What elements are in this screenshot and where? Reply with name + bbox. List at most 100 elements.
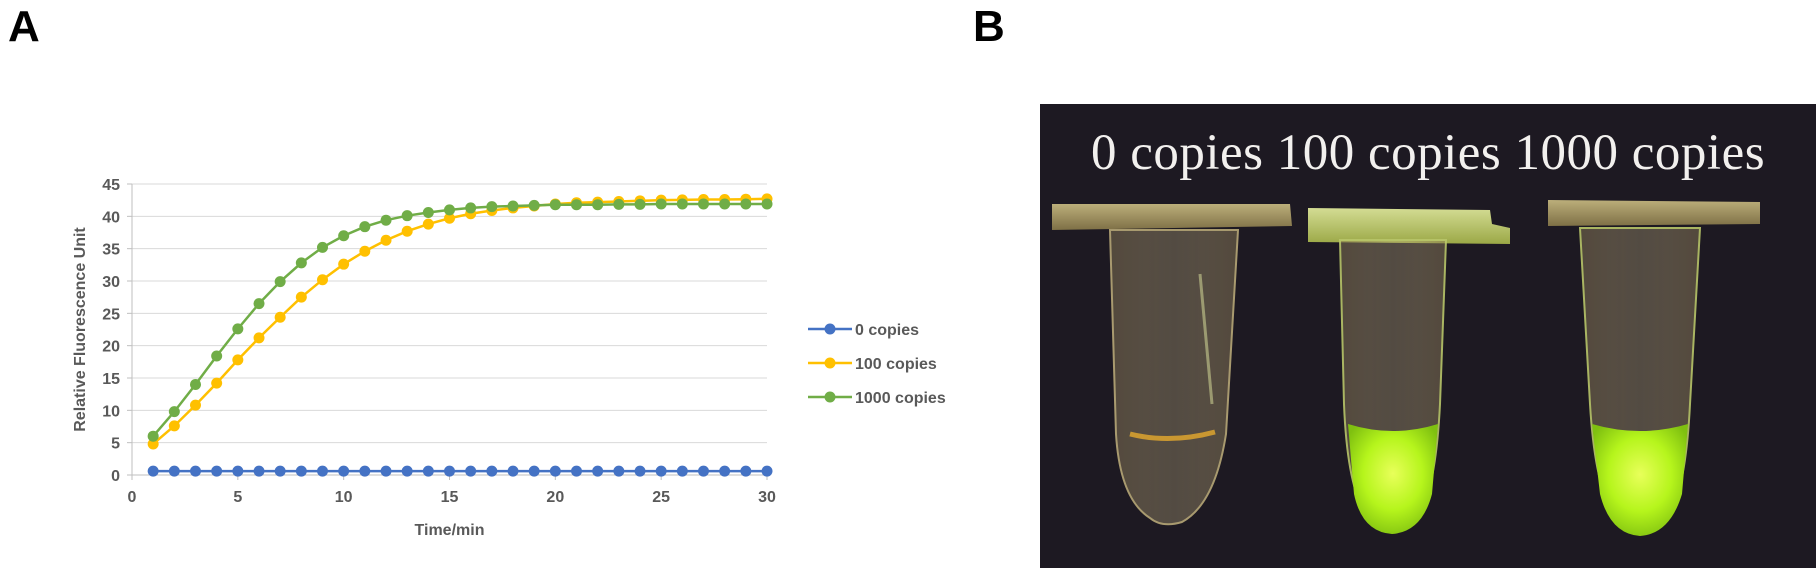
data-point xyxy=(486,201,498,213)
legend-swatch-marker xyxy=(824,357,836,369)
x-tick-label: 25 xyxy=(652,489,670,506)
data-point xyxy=(549,465,561,477)
data-point xyxy=(338,230,350,242)
data-point xyxy=(147,465,159,477)
glowing-reaction-1000 xyxy=(1592,424,1688,536)
y-tick-label: 0 xyxy=(111,468,120,485)
data-point xyxy=(634,465,646,477)
data-point xyxy=(571,199,582,211)
data-point xyxy=(444,204,455,216)
data-point xyxy=(698,465,709,477)
data-point xyxy=(211,350,223,362)
x-tick-label: 20 xyxy=(546,489,564,506)
series-line xyxy=(152,202,767,438)
data-point xyxy=(380,234,392,246)
tube-100-copies xyxy=(1308,208,1510,534)
data-point xyxy=(401,225,413,237)
legend-label: 0 copies xyxy=(855,322,919,339)
x-axis-title: Time/min xyxy=(415,522,485,539)
data-point xyxy=(274,311,286,323)
y-tick-label: 45 xyxy=(102,177,120,194)
y-tick-label: 15 xyxy=(102,371,120,388)
data-point xyxy=(317,241,328,253)
data-point xyxy=(422,206,434,218)
data-point xyxy=(719,465,731,477)
data-point xyxy=(613,198,625,210)
y-tick-label: 20 xyxy=(102,339,120,356)
data-point xyxy=(147,438,159,450)
data-point xyxy=(528,465,540,477)
y-tick-label: 10 xyxy=(102,403,120,420)
data-point xyxy=(211,377,223,389)
panel-label-a: A xyxy=(8,2,40,51)
data-point xyxy=(190,465,201,477)
data-point xyxy=(444,212,455,224)
legend-label: 1000 copies xyxy=(855,390,946,407)
data-point xyxy=(274,465,286,477)
data-point xyxy=(401,210,413,222)
tube-1000-copies xyxy=(1548,200,1760,536)
legend-label: 100 copies xyxy=(855,356,937,373)
data-point xyxy=(740,465,752,477)
tube-photo: 0 copies 100 copies 1000 copies xyxy=(1040,104,1816,568)
data-point xyxy=(613,465,625,477)
x-tick-label: 5 xyxy=(233,489,242,506)
data-point xyxy=(465,465,477,477)
data-point xyxy=(401,465,413,477)
data-point xyxy=(359,245,371,257)
data-point xyxy=(507,465,519,477)
data-point xyxy=(634,198,646,210)
data-point xyxy=(317,465,328,477)
data-point xyxy=(655,465,667,477)
data-point xyxy=(592,199,604,211)
data-point xyxy=(147,430,159,442)
data-point xyxy=(190,399,201,411)
data-point xyxy=(232,354,244,366)
data-point xyxy=(380,214,392,226)
data-point xyxy=(740,198,752,210)
data-point xyxy=(338,258,350,270)
data-point xyxy=(359,221,371,233)
data-point xyxy=(317,274,328,286)
data-point xyxy=(253,298,265,310)
data-point xyxy=(549,199,561,211)
data-point xyxy=(380,465,392,477)
data-point xyxy=(232,465,244,477)
y-axis-title: Relative Fluorescence Unit xyxy=(72,227,89,432)
data-point xyxy=(168,420,180,432)
data-point xyxy=(507,200,519,212)
panel-label-b: B xyxy=(973,2,1005,51)
chart-series xyxy=(147,193,773,477)
data-point xyxy=(422,218,434,230)
data-point xyxy=(676,198,688,210)
x-tick-label: 15 xyxy=(441,489,459,506)
legend-swatch-marker xyxy=(824,391,836,403)
data-point xyxy=(761,198,773,210)
data-point xyxy=(444,465,455,477)
data-point xyxy=(253,465,265,477)
data-point xyxy=(359,465,371,477)
data-point xyxy=(719,198,731,210)
data-point xyxy=(698,198,709,210)
data-point xyxy=(253,332,265,344)
data-point xyxy=(211,465,223,477)
data-point xyxy=(295,465,307,477)
data-point xyxy=(232,323,244,335)
y-tick-label: 5 xyxy=(111,436,120,453)
x-tick-label: 30 xyxy=(758,489,776,506)
data-point xyxy=(676,465,688,477)
data-point xyxy=(486,465,498,477)
data-point xyxy=(655,198,667,210)
photo-caption: 0 copies 100 copies 1000 copies xyxy=(1090,125,1766,181)
glowing-reaction-100 xyxy=(1348,424,1438,534)
data-point xyxy=(761,465,773,477)
data-point xyxy=(528,199,540,211)
data-point xyxy=(592,465,604,477)
y-tick-label: 25 xyxy=(102,306,120,323)
data-point xyxy=(571,465,582,477)
legend-swatch-marker xyxy=(824,323,836,335)
data-point xyxy=(168,465,180,477)
tube-photo-drawing xyxy=(1052,200,1760,536)
tube-0-copies xyxy=(1052,204,1292,526)
